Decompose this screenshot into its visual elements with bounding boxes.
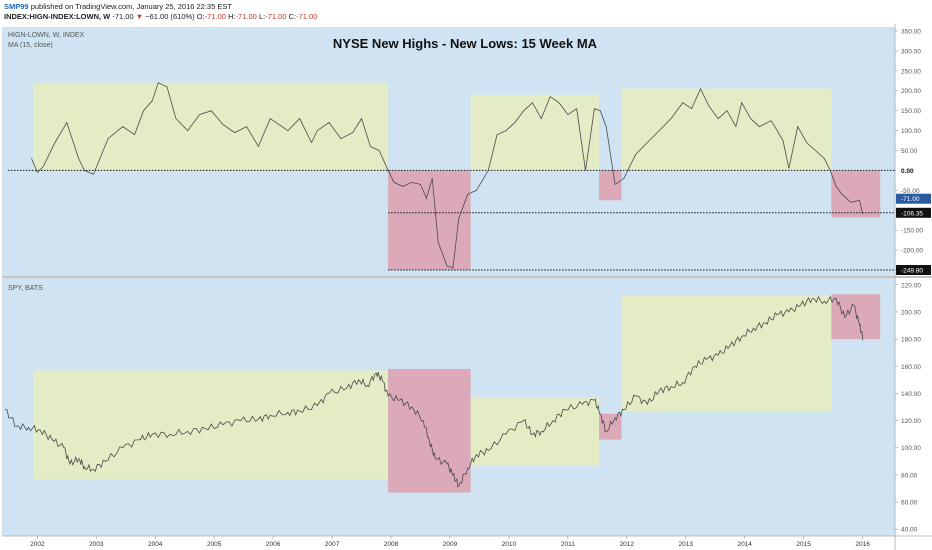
xtick-label: 2008 bbox=[384, 541, 399, 548]
open-value: -71.00 bbox=[204, 12, 226, 21]
publish-info: SMP99 published on TradingView.com, Janu… bbox=[4, 2, 232, 11]
bottom-ytick-label: 140.00 bbox=[901, 391, 921, 398]
reference-badge-label: 0.00 bbox=[901, 168, 914, 175]
reference-badge-label: -249.80 bbox=[901, 268, 923, 275]
top-ytick-label: 250.00 bbox=[901, 68, 921, 75]
top-pane-ma-label: MA (15, close) bbox=[8, 42, 53, 49]
xtick-label: 2011 bbox=[561, 541, 575, 548]
xtick-label: 2012 bbox=[620, 541, 635, 548]
author-link[interactable]: SMP99 bbox=[4, 2, 29, 11]
price-axis-background bbox=[895, 24, 932, 550]
xtick-label: 2002 bbox=[30, 541, 45, 548]
close-label: C: bbox=[288, 12, 297, 21]
top-pane-label: HIGN-LOWN, W, INDEX bbox=[8, 32, 85, 39]
top-ytick-label: 150.00 bbox=[901, 108, 921, 115]
top-zone-green bbox=[621, 88, 832, 171]
xtick-label: 2004 bbox=[148, 541, 163, 548]
bottom-ytick-label: 180.00 bbox=[901, 337, 921, 344]
reference-badge bbox=[896, 165, 931, 176]
top-ytick-label: -50.00 bbox=[901, 188, 920, 195]
xtick-label: 2010 bbox=[502, 541, 517, 548]
spy-price-line bbox=[4, 295, 864, 488]
bottom-zone-red bbox=[599, 413, 622, 440]
bottom-zone-red bbox=[388, 368, 471, 493]
reference-badge-label: -106.35 bbox=[901, 210, 923, 217]
down-arrow-icon: ▼ bbox=[135, 12, 144, 21]
xtick-label: 2009 bbox=[443, 541, 458, 548]
top-zone-red bbox=[831, 170, 881, 218]
xtick-label: 2013 bbox=[679, 541, 694, 548]
symbol-name: INDEX:HIGN-INDEX:LOWN, W bbox=[4, 12, 111, 21]
low-value: -71.00 bbox=[265, 12, 287, 21]
bottom-ytick-label: 80.00 bbox=[901, 472, 918, 479]
xtick-label: 2003 bbox=[89, 541, 104, 548]
chart-header: SMP99 published on TradingView.com, Janu… bbox=[0, 0, 932, 24]
last-value-badge bbox=[896, 193, 931, 204]
reference-badge bbox=[896, 265, 931, 276]
bottom-zone-red bbox=[831, 294, 881, 340]
bottom-zone-green bbox=[470, 397, 600, 466]
top-ytick-label: 200.00 bbox=[901, 88, 921, 95]
bottom-ytick-label: 160.00 bbox=[901, 364, 921, 371]
bottom-ytick-label: 120.00 bbox=[901, 418, 921, 425]
xtick-label: 2005 bbox=[207, 541, 222, 548]
low-label: L: bbox=[258, 12, 266, 21]
xtick-label: 2007 bbox=[325, 541, 340, 548]
top-ytick-label: 50.00 bbox=[901, 148, 918, 155]
top-ytick-label: -150.00 bbox=[901, 228, 923, 235]
bottom-ytick-label: 40.00 bbox=[901, 527, 918, 534]
ma-line bbox=[31, 82, 863, 269]
bottom-ytick-label: 200.00 bbox=[901, 309, 921, 316]
reference-badge bbox=[896, 207, 931, 218]
top-zone-red bbox=[599, 170, 622, 201]
change-value: −61.00 (610%) bbox=[145, 12, 195, 21]
xtick-label: 2014 bbox=[737, 541, 752, 548]
bottom-pane-label: SPY, BATS bbox=[8, 285, 43, 292]
top-ytick-label: 300.00 bbox=[901, 48, 921, 55]
open-label: O: bbox=[196, 12, 205, 21]
bottom-ytick-label: 60.00 bbox=[901, 500, 918, 507]
publish-text: published on TradingView.com, January 25… bbox=[30, 2, 232, 11]
high-label: H: bbox=[228, 12, 236, 21]
top-ytick-label: 350.00 bbox=[901, 28, 921, 35]
xtick-label: 2015 bbox=[796, 541, 811, 548]
last-value: -71.00 bbox=[112, 12, 134, 21]
symbol-info: INDEX:HIGN-INDEX:LOWN, W -71.00 ▼ −61.00… bbox=[4, 12, 317, 21]
close-value: -71.00 bbox=[296, 12, 318, 21]
chart-canvas[interactable]: 350.00 300.00 250.00 200.00 150.00 100.00 50.0… bbox=[0, 24, 932, 550]
last-value-label: -71.00 bbox=[901, 196, 920, 203]
bottom-zone-green bbox=[621, 295, 832, 412]
high-value: -71.00 bbox=[235, 12, 257, 21]
top-ytick-label: 100.00 bbox=[901, 128, 921, 135]
top-ytick-label: -200.00 bbox=[901, 248, 923, 255]
bottom-ytick-label: 100.00 bbox=[901, 445, 921, 452]
bottom-ytick-label: 220.00 bbox=[901, 282, 921, 289]
xtick-label: 2016 bbox=[855, 541, 870, 548]
xtick-label: 2006 bbox=[266, 541, 281, 548]
chart-title: NYSE New Highs - New Lows: 15 Week MA bbox=[332, 36, 598, 51]
top-zone-green bbox=[33, 82, 389, 171]
